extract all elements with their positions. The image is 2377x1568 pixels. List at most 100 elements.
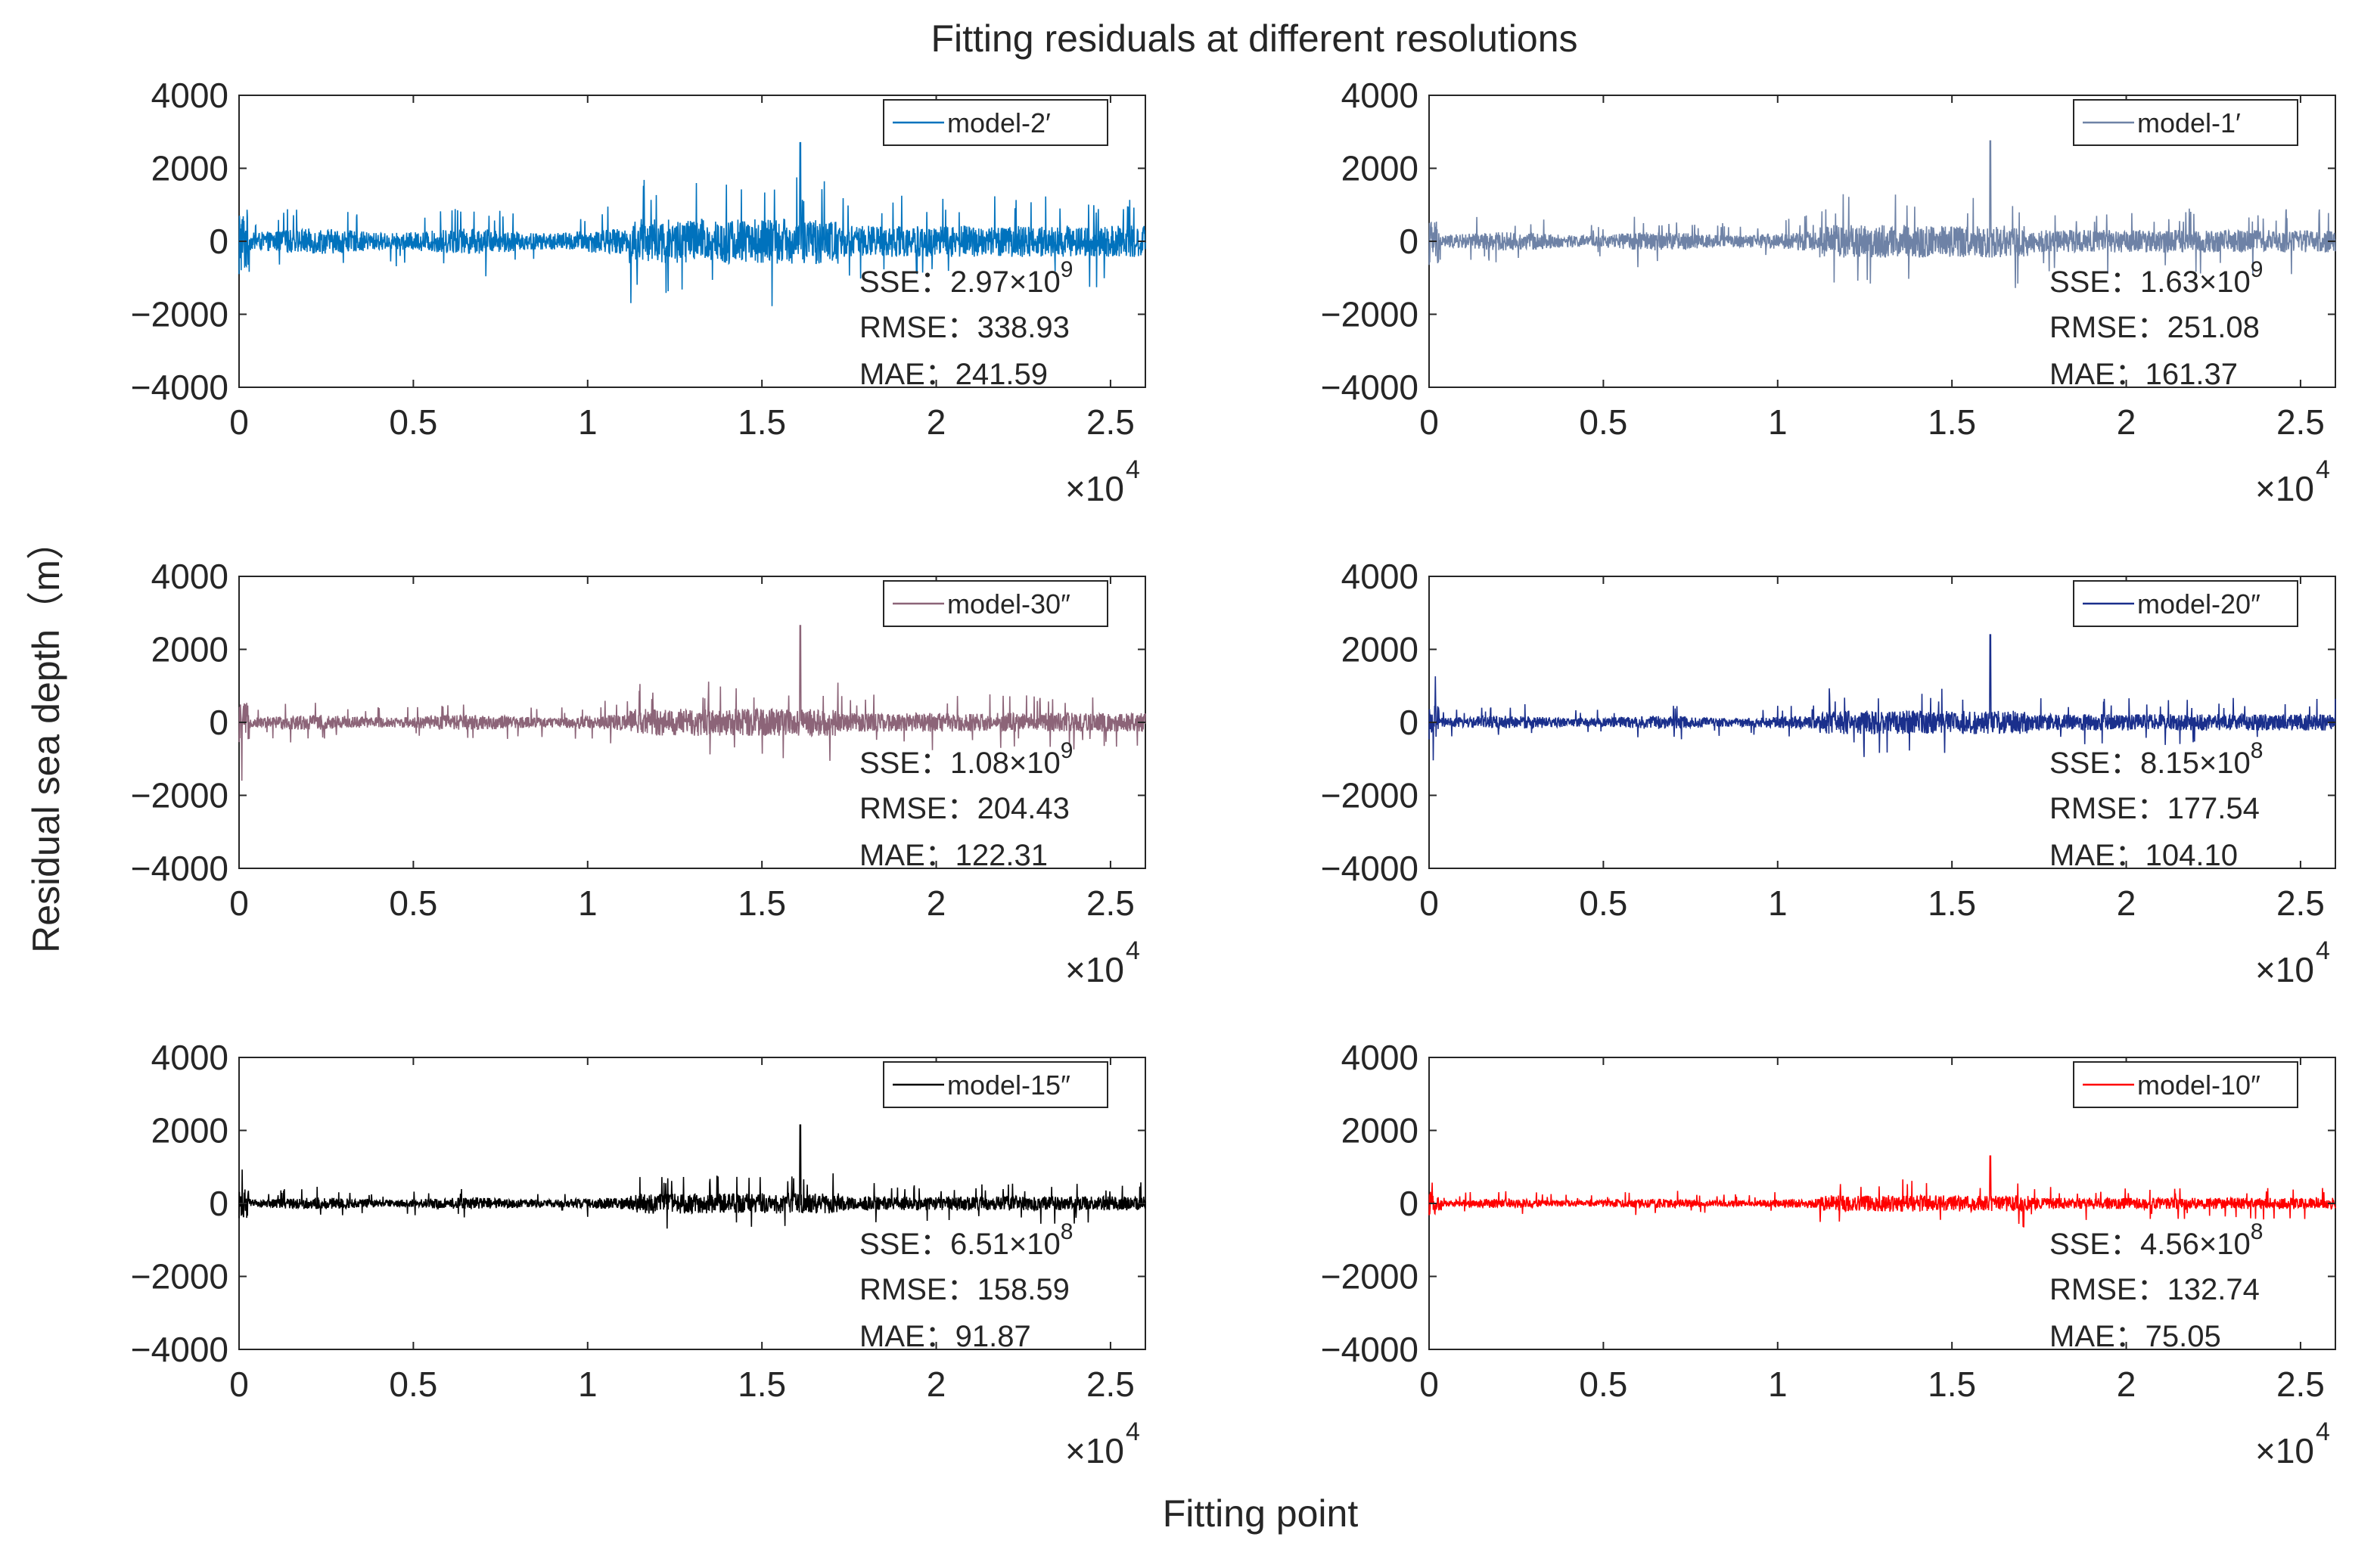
y-tick-label: 4000: [151, 76, 228, 115]
legend-label: model-1′: [2137, 107, 2241, 138]
sse-text: SSE：1.63×109: [2049, 257, 2263, 299]
y-tick-label: 0: [1399, 222, 1418, 261]
x-tick-label: 2.5: [2276, 883, 2325, 923]
y-tick-label: 0: [209, 222, 228, 261]
y-tick-label: 2000: [1341, 1111, 1418, 1150]
sse-text: SSE：2.97×109: [859, 257, 1073, 299]
x-multiplier: ×10: [1065, 1431, 1124, 1470]
x-tick-label: 0.5: [389, 883, 437, 923]
series-line: [1428, 140, 2336, 288]
y-tick-label: 2000: [151, 149, 228, 188]
y-tick-label: 4000: [1341, 1038, 1418, 1077]
stats-annotation: SSE：4.56×108 RMSE：132.74 MAE：75.05: [2049, 1219, 2263, 1353]
stats-annotation: SSE：1.08×109 RMSE：204.43 MAE：122.31: [859, 738, 1073, 872]
x-tick-label: 2: [927, 402, 946, 442]
x-tick-label: 1: [578, 402, 598, 442]
y-tick-label: 2000: [151, 1111, 228, 1150]
y-tick-label: 4000: [1341, 557, 1418, 596]
x-multiplier-exponent: 4: [1126, 455, 1140, 484]
x-tick-label: 1: [1768, 1365, 1788, 1404]
x-tick-label: 0: [229, 402, 249, 442]
x-tick-label: 0.5: [1579, 1365, 1627, 1404]
series-line: [238, 625, 1146, 781]
rmse-text: RMSE：132.74: [2049, 1273, 2260, 1306]
x-tick-label: 1.5: [1928, 1365, 1976, 1404]
y-tick-label: 2000: [1341, 149, 1418, 188]
y-tick-label: −2000: [1321, 295, 1418, 334]
legend: model-10″: [2073, 1061, 2298, 1108]
y-tick-label: 4000: [151, 1038, 228, 1077]
x-tick-label: 2.5: [2276, 1365, 2325, 1404]
x-tick-label: 1: [1768, 883, 1788, 923]
x-tick-label: 1.5: [1928, 883, 1976, 923]
y-tick-label: −4000: [131, 849, 228, 888]
series-line: [238, 141, 1146, 306]
x-tick-label: 0: [229, 883, 249, 923]
y-tick-label: −4000: [1321, 368, 1418, 407]
x-tick-label: 0.5: [389, 402, 437, 442]
x-tick-label: 1: [578, 1365, 598, 1404]
sse-text: SSE：6.51×108: [859, 1219, 1073, 1261]
y-tick-label: 0: [1399, 703, 1418, 742]
x-tick-label: 2: [927, 1365, 946, 1404]
stats-annotation: SSE：1.63×109 RMSE：251.08 MAE：161.37: [2049, 257, 2263, 391]
y-tick-label: −4000: [131, 1330, 228, 1369]
mae-text: MAE：104.10: [2049, 839, 2238, 872]
x-tick-label: 1: [1768, 402, 1788, 442]
legend-label: model-20″: [2137, 588, 2260, 619]
rmse-text: RMSE：204.43: [859, 792, 1070, 825]
sse-text: SSE：8.15×108: [2049, 738, 2263, 780]
y-tick-label: 0: [1399, 1184, 1418, 1223]
y-tick-label: 4000: [151, 557, 228, 596]
mae-text: MAE：122.31: [859, 839, 1048, 872]
series-line: [1428, 634, 2336, 761]
stats-annotation: SSE：8.15×108 RMSE：177.54 MAE：104.10: [2049, 738, 2263, 872]
y-tick-label: −2000: [131, 1257, 228, 1296]
y-tick-label: 0: [209, 1184, 228, 1223]
x-multiplier-exponent: 4: [1126, 936, 1140, 965]
y-tick-label: −2000: [1321, 776, 1418, 815]
y-tick-label: 2000: [151, 630, 228, 669]
legend: model-30″: [883, 580, 1108, 627]
legend-label: model-2′: [947, 107, 1051, 138]
x-tick-label: 1.5: [1928, 402, 1976, 442]
legend: model-2′: [883, 99, 1108, 146]
stats-annotation: SSE：2.97×109 RMSE：338.93 MAE：241.59: [859, 257, 1073, 391]
x-tick-label: 2.5: [1086, 883, 1135, 923]
figure-y-label: Residual sea depth（m）: [25, 522, 67, 953]
legend: model-1′: [2073, 99, 2298, 146]
figure-title: Fitting residuals at different resolutio…: [931, 17, 1577, 60]
legend: model-15″: [883, 1061, 1108, 1108]
mae-text: MAE：75.05: [2049, 1320, 2221, 1353]
x-multiplier: ×10: [2255, 1431, 2314, 1470]
x-tick-label: 1.5: [738, 883, 786, 923]
x-tick-label: 2: [927, 883, 946, 923]
y-tick-label: 4000: [1341, 76, 1418, 115]
stats-annotation: SSE：6.51×108 RMSE：158.59 MAE：91.87: [859, 1219, 1073, 1353]
x-tick-label: 1: [578, 883, 598, 923]
sse-text: SSE：4.56×108: [2049, 1219, 2263, 1261]
legend-label: model-15″: [947, 1070, 1070, 1101]
legend: model-20″: [2073, 580, 2298, 627]
y-tick-label: −4000: [1321, 849, 1418, 888]
series-line: [1428, 1155, 2336, 1228]
rmse-text: RMSE：158.59: [859, 1273, 1070, 1306]
x-multiplier: ×10: [1065, 950, 1124, 989]
x-multiplier-exponent: 4: [2316, 936, 2330, 965]
x-tick-label: 0: [1419, 883, 1439, 923]
x-tick-label: 2.5: [2276, 402, 2325, 442]
legend-label: model-30″: [947, 588, 1070, 619]
y-tick-label: −2000: [131, 295, 228, 334]
x-tick-label: 1.5: [738, 402, 786, 442]
x-multiplier-exponent: 4: [2316, 1417, 2330, 1446]
y-tick-label: −4000: [131, 368, 228, 407]
x-multiplier: ×10: [2255, 469, 2314, 508]
